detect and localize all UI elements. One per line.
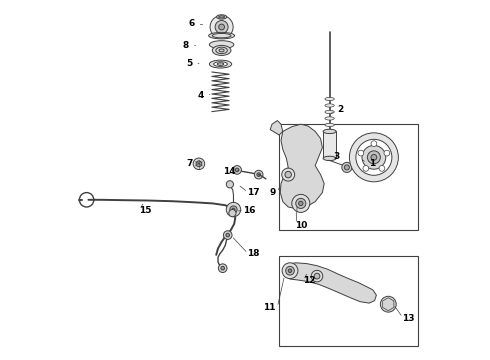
Circle shape <box>362 145 386 169</box>
Ellipse shape <box>209 41 234 49</box>
Text: 3: 3 <box>333 152 340 161</box>
Circle shape <box>371 154 377 160</box>
Circle shape <box>226 181 233 188</box>
Circle shape <box>349 133 398 182</box>
Text: 10: 10 <box>295 220 308 230</box>
Circle shape <box>380 296 396 312</box>
Circle shape <box>371 141 377 147</box>
Ellipse shape <box>219 49 224 52</box>
Circle shape <box>223 231 232 239</box>
Circle shape <box>286 266 294 275</box>
Circle shape <box>344 165 349 170</box>
Circle shape <box>219 24 224 30</box>
Circle shape <box>356 139 392 175</box>
Circle shape <box>379 166 385 171</box>
Circle shape <box>311 270 323 282</box>
Circle shape <box>342 162 352 172</box>
Circle shape <box>226 233 229 237</box>
Circle shape <box>292 194 310 212</box>
Text: 16: 16 <box>243 206 256 215</box>
Circle shape <box>230 206 237 213</box>
Ellipse shape <box>325 110 334 114</box>
Ellipse shape <box>323 129 336 134</box>
Ellipse shape <box>209 60 232 68</box>
Ellipse shape <box>325 130 334 133</box>
Bar <box>279 256 418 346</box>
Text: 13: 13 <box>402 314 414 323</box>
Ellipse shape <box>212 45 231 55</box>
Text: 9: 9 <box>269 188 275 197</box>
Circle shape <box>368 151 380 164</box>
Polygon shape <box>284 263 376 303</box>
Ellipse shape <box>217 15 227 19</box>
Circle shape <box>254 170 263 179</box>
Circle shape <box>358 150 364 156</box>
Text: 8: 8 <box>183 41 189 50</box>
Text: 12: 12 <box>303 276 315 285</box>
Polygon shape <box>383 298 394 311</box>
Text: 1: 1 <box>369 159 375 168</box>
Ellipse shape <box>325 98 334 101</box>
Text: 6: 6 <box>188 19 195 28</box>
Text: 14: 14 <box>223 166 236 176</box>
Circle shape <box>257 173 261 176</box>
Ellipse shape <box>325 123 334 127</box>
Text: 15: 15 <box>139 206 151 215</box>
Circle shape <box>193 158 205 170</box>
Circle shape <box>282 168 294 181</box>
Text: 17: 17 <box>247 188 259 197</box>
Circle shape <box>210 15 233 39</box>
Circle shape <box>215 21 228 33</box>
Ellipse shape <box>209 32 235 39</box>
Circle shape <box>229 210 236 217</box>
Text: 7: 7 <box>186 159 193 168</box>
Circle shape <box>384 300 393 309</box>
Text: 4: 4 <box>197 91 204 100</box>
Polygon shape <box>280 124 324 209</box>
Circle shape <box>384 150 390 156</box>
Circle shape <box>235 168 239 172</box>
Circle shape <box>221 266 224 270</box>
Bar <box>323 131 336 158</box>
Text: 2: 2 <box>337 105 343 114</box>
Circle shape <box>298 201 303 206</box>
Circle shape <box>219 264 227 273</box>
Circle shape <box>363 166 368 171</box>
Text: 5: 5 <box>187 59 193 68</box>
Circle shape <box>296 198 306 208</box>
Ellipse shape <box>325 117 334 120</box>
Circle shape <box>285 171 292 178</box>
Ellipse shape <box>214 62 227 66</box>
Bar <box>279 124 418 230</box>
Circle shape <box>314 273 320 279</box>
Circle shape <box>233 166 242 174</box>
Circle shape <box>226 202 241 217</box>
Circle shape <box>386 302 391 306</box>
Polygon shape <box>270 121 283 135</box>
Text: 11: 11 <box>263 303 275 312</box>
Ellipse shape <box>325 104 334 107</box>
Circle shape <box>282 263 298 279</box>
Text: 18: 18 <box>247 249 259 258</box>
Circle shape <box>232 208 235 211</box>
Ellipse shape <box>219 16 224 18</box>
Circle shape <box>288 269 292 273</box>
Ellipse shape <box>217 63 224 66</box>
Circle shape <box>196 161 202 167</box>
Ellipse shape <box>323 156 336 161</box>
